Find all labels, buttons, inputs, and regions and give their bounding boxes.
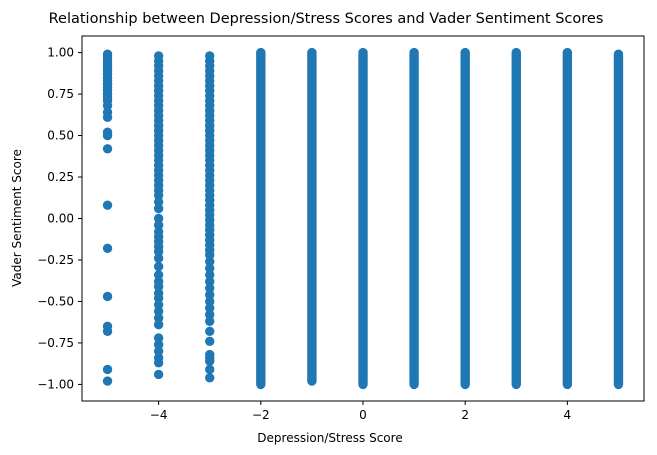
data-point-67 [153,261,164,272]
x-tick-label-2: 0 [359,408,367,422]
data-point-15 [102,100,113,111]
y-tick-label-0: −1.00 [37,377,74,391]
data-point-155 [613,49,624,59]
y-tick-label-8: 1.00 [47,46,74,60]
data-point-128 [205,283,215,293]
point-column-5 [511,49,521,388]
y-axis-ticks: −1.00 −0.75 −0.50 −0.25 0.00 0.25 0.50 0.75 1.00 [37,46,82,391]
point-column-6 [562,49,573,388]
x-tick-label-3: 2 [461,408,469,422]
data-point-20 [102,144,113,154]
y-tick-label-5: 0.25 [47,170,74,184]
data-point-148 [409,379,419,390]
data-point-23 [102,291,113,302]
data-point-17 [102,112,113,122]
data-point-154 [562,379,573,390]
x-tick-label-0: −4 [150,408,168,422]
data-point-129 [205,290,215,300]
data-point-60 [153,220,164,230]
point-column-0 [256,49,266,388]
data-point-68 [153,270,164,280]
data-point-138 [205,356,215,366]
y-tick-label-4: 0.00 [47,212,74,226]
data-point-142 [256,379,266,390]
data-point-150 [460,379,470,390]
data-point-149 [460,47,470,58]
data-point-73 [153,300,164,310]
x-axis-ticks: −4 −2 0 2 4 [150,401,571,422]
data-point-75 [153,313,164,323]
data-point-58 [153,203,164,214]
data-point-74 [153,306,164,317]
data-point-78 [153,339,164,350]
data-point-127 [205,276,215,287]
data-point-65 [153,246,164,257]
y-axis-label: Vader Sentiment Score [10,149,24,287]
data-point-135 [205,336,215,346]
data-point-124 [205,256,215,267]
data-point-59 [153,213,164,224]
x-tick-label-4: 4 [564,408,572,422]
point-column-1 [307,49,317,385]
y-tick-label-3: −0.25 [37,253,74,267]
data-point-131 [205,303,215,313]
data-point-125 [205,263,215,273]
data-point-82 [153,369,164,380]
data-points [102,47,624,390]
y-tick-label-1: −0.75 [37,336,74,350]
data-point-139 [205,364,215,375]
data-point-77 [153,333,164,343]
data-point-140 [205,373,215,383]
data-point-25 [102,326,113,337]
data-point-123 [205,250,215,260]
y-tick-label-7: 0.75 [47,87,74,101]
data-point-153 [562,47,573,58]
point-column-4 [460,49,470,388]
data-point-79 [153,346,164,356]
data-point-134 [205,326,215,337]
data-point-76 [153,319,164,330]
data-point-26 [102,364,113,375]
data-point-145 [358,47,368,58]
data-point-57 [153,197,164,207]
data-point-21 [102,200,113,210]
data-point-126 [205,270,215,280]
data-point-151 [511,47,521,58]
data-point-70 [153,281,164,292]
data-point-132 [205,310,215,320]
point-column-7 [613,51,624,388]
data-point-66 [153,253,164,264]
data-point-130 [205,296,215,307]
data-point-141 [256,47,266,58]
data-point-156 [613,379,624,390]
data-point-152 [511,379,521,390]
y-tick-label-2: −0.50 [37,294,74,308]
data-point-146 [358,379,368,390]
data-point-56 [153,190,164,200]
data-point-27 [102,376,113,386]
x-axis-label: Depression/Stress Score [257,431,402,445]
data-point-22 [102,243,113,254]
y-tick-label-6: 0.50 [47,129,74,143]
data-point-81 [153,358,164,368]
data-point-144 [307,376,317,386]
data-point-147 [409,47,419,58]
point-column-3 [409,49,419,388]
chart-title: Relationship between Depression/Stress S… [49,11,604,27]
data-point-19 [102,130,113,141]
x-tick-label-1: −2 [252,408,270,422]
point-column-2 [358,49,368,388]
data-point-72 [153,293,164,303]
data-point-143 [307,47,317,58]
data-point-133 [205,316,215,327]
